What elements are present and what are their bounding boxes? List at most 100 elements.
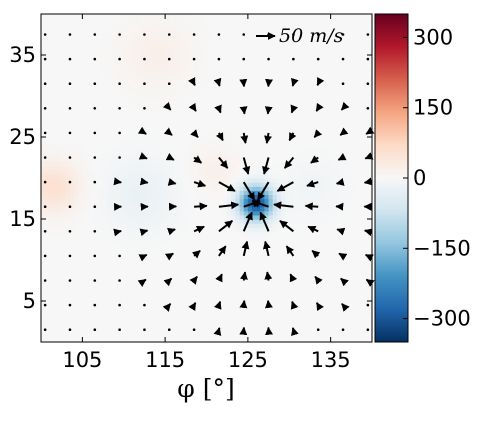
heatmap-cell (227, 100, 232, 105)
heatmap-cell (182, 14, 187, 19)
heatmap-cell (144, 334, 149, 339)
heatmap-cell (153, 35, 158, 40)
heatmap-cell (273, 108, 278, 113)
heatmap-cell (252, 80, 257, 85)
heatmap-cell (289, 281, 294, 286)
heatmap-cell (264, 268, 269, 273)
heatmap-cell (149, 313, 154, 318)
heatmap-cell (103, 141, 108, 146)
heatmap-cell (99, 71, 104, 76)
heatmap-cell (82, 55, 87, 60)
heatmap-cell (269, 178, 274, 183)
heatmap-cell (99, 322, 104, 327)
heatmap-cell (41, 96, 46, 101)
heatmap-cell (128, 30, 133, 35)
heatmap-cell (235, 199, 240, 204)
heatmap-cell (169, 71, 174, 76)
heatmap-cell (207, 235, 212, 240)
heatmap-cell (161, 301, 166, 306)
heatmap-cell (74, 178, 79, 183)
heatmap-cell (285, 285, 290, 290)
heatmap-cell (235, 309, 240, 314)
heatmap-cell (140, 244, 145, 249)
heatmap-cell (157, 186, 162, 191)
heatmap-cell (41, 47, 46, 52)
heatmap-cell (256, 182, 261, 187)
heatmap-cell (173, 244, 178, 249)
heatmap-cell (227, 227, 232, 232)
heatmap-cell (128, 100, 133, 105)
heatmap-cell (240, 186, 245, 191)
heatmap-cell (198, 153, 203, 158)
heatmap-cell (186, 194, 191, 199)
heatmap-cell (264, 67, 269, 72)
heatmap-cell (58, 293, 63, 298)
heatmap-cell (219, 125, 224, 130)
heatmap-cell (256, 158, 261, 163)
heatmap-cell (190, 268, 195, 273)
heatmap-cell (70, 235, 75, 240)
heatmap-cell (235, 301, 240, 306)
heatmap-cell (149, 43, 154, 48)
heatmap-cell (149, 174, 154, 179)
heatmap-cell (136, 18, 141, 23)
heatmap-cell (231, 207, 236, 212)
heatmap-cell (289, 256, 294, 261)
heatmap-cell (190, 92, 195, 97)
heatmap-cell (87, 35, 92, 40)
heatmap-cell (281, 317, 286, 322)
heatmap-cell (95, 194, 100, 199)
heatmap-cell (111, 170, 116, 175)
heatmap-cell (281, 63, 286, 68)
heatmap-cell (277, 264, 282, 269)
heatmap-cell (66, 215, 71, 220)
heatmap-cell (289, 92, 294, 97)
heatmap-cell (194, 309, 199, 314)
heatmap-cell (45, 117, 50, 122)
heatmap-cell (157, 153, 162, 158)
heatmap-cell (215, 71, 220, 76)
heatmap-cell (190, 14, 195, 19)
heatmap-cell (144, 235, 149, 240)
heatmap-cell (190, 129, 195, 134)
heatmap-cell (293, 207, 298, 212)
heatmap-cell (277, 215, 282, 220)
heatmap-cell (111, 84, 116, 89)
heatmap-cell (45, 26, 50, 31)
heatmap-cell (157, 322, 162, 327)
heatmap-cell (128, 162, 133, 167)
heatmap-cell (99, 100, 104, 105)
heatmap-cell (78, 297, 83, 302)
heatmap-cell (78, 104, 83, 109)
heatmap-cell (161, 231, 166, 236)
heatmap-cell (161, 43, 166, 48)
heatmap-cell (120, 47, 125, 52)
heatmap-cell (293, 223, 298, 228)
heatmap-cell (194, 88, 199, 93)
heatmap-cell (82, 59, 87, 64)
heatmap-cell (227, 108, 232, 113)
heatmap-cell (107, 59, 112, 64)
heatmap-cell (53, 51, 58, 56)
heatmap-cell (207, 100, 212, 105)
heatmap-cell (62, 55, 67, 60)
heatmap-cell (235, 293, 240, 298)
heatmap-cell (107, 223, 112, 228)
heatmap-cell (215, 186, 220, 191)
heatmap-cell (91, 166, 96, 171)
heatmap-cell (182, 203, 187, 208)
heatmap-cell (78, 186, 83, 191)
heatmap-cell (240, 293, 245, 298)
heatmap-cell (49, 326, 54, 331)
heatmap-cell (211, 231, 216, 236)
heatmap-cell (165, 235, 170, 240)
heatmap-cell (103, 30, 108, 35)
heatmap-cell (70, 240, 75, 245)
heatmap-cell (202, 35, 207, 40)
heatmap-cell (289, 215, 294, 220)
heatmap-cell (99, 264, 104, 269)
heatmap-cell (256, 26, 261, 31)
heatmap-cell (58, 158, 63, 163)
heatmap-cell (240, 166, 245, 171)
heatmap-cell (269, 145, 274, 150)
